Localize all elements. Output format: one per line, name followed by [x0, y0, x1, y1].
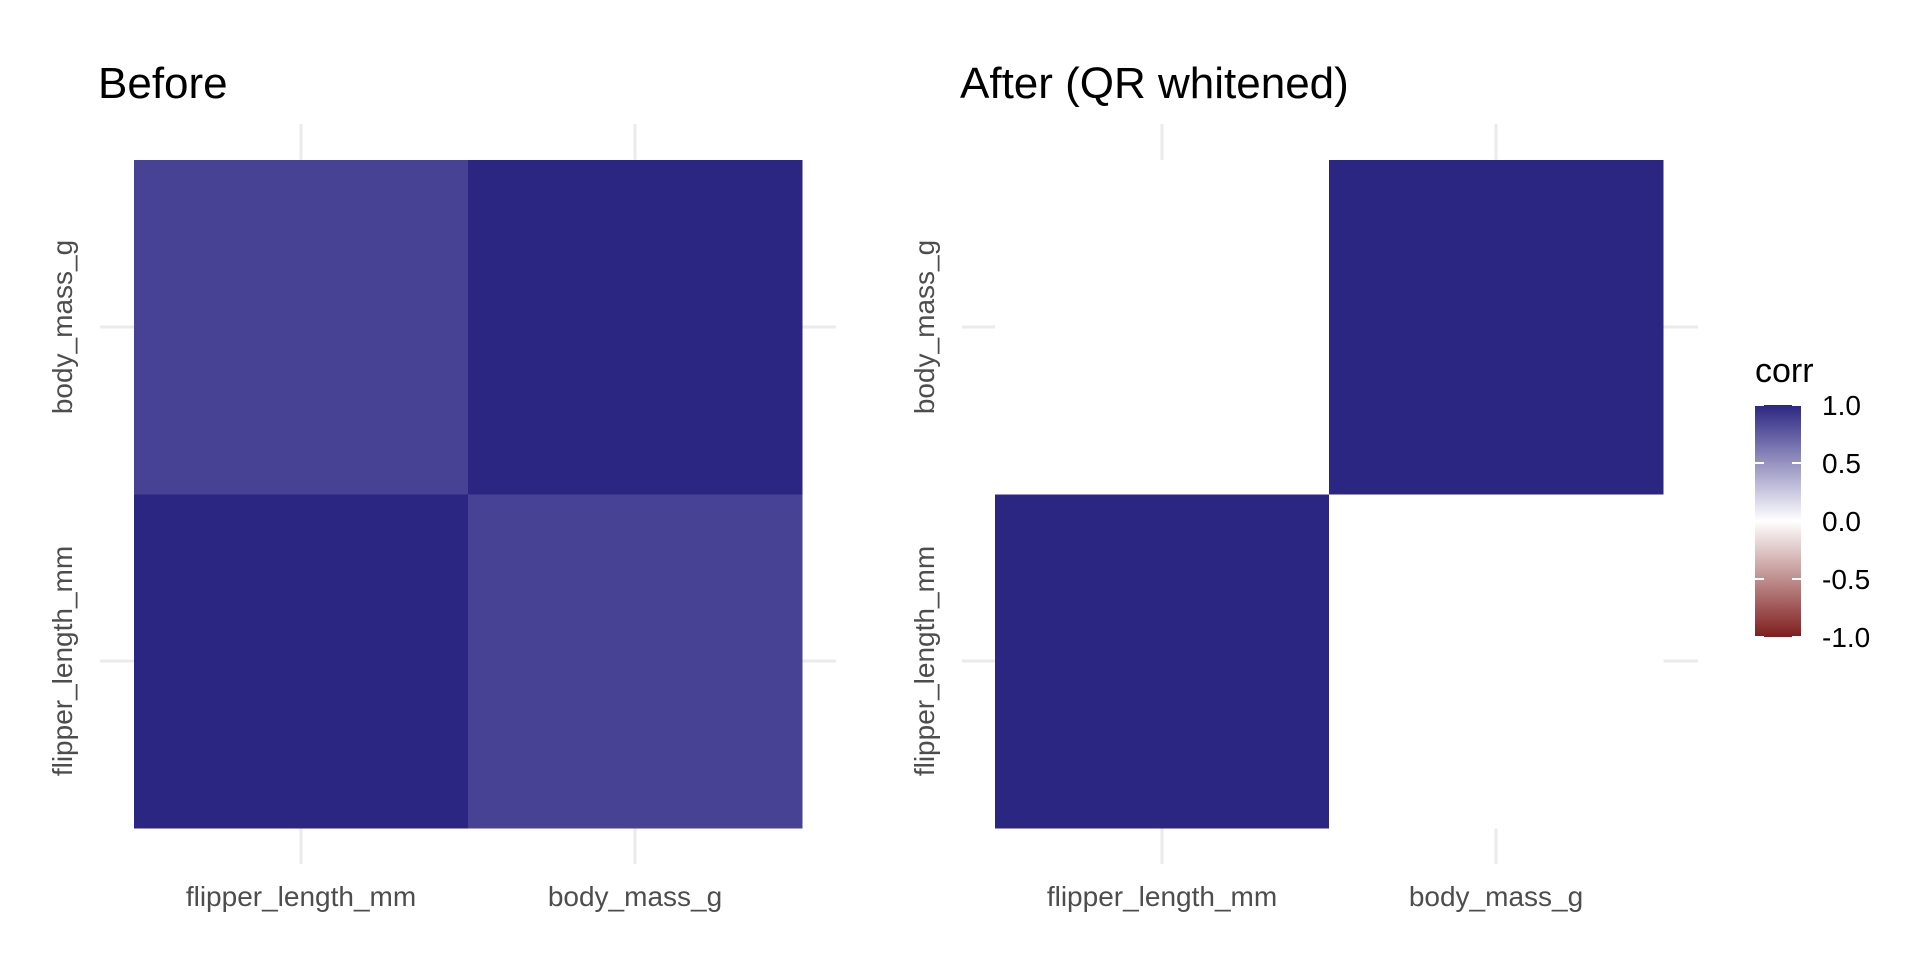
heatmap-cell — [134, 160, 469, 495]
heatmap-cell — [468, 494, 803, 829]
y-tick-label: body_mass_g — [47, 240, 78, 414]
y-tick-label: body_mass_g — [909, 240, 940, 414]
y-tick-label: flipper_length_mm — [47, 546, 78, 776]
heatmap-cell — [1329, 494, 1664, 829]
x-tick-label: flipper_length_mm — [186, 881, 416, 912]
legend-tick-label: 0.0 — [1822, 506, 1861, 537]
legend-tick-label: -1.0 — [1822, 622, 1870, 653]
legend-tick-label: 0.5 — [1822, 448, 1861, 479]
x-tick-label: body_mass_g — [1409, 881, 1583, 912]
heatmap-cell — [468, 160, 803, 495]
x-tick-label: body_mass_g — [548, 881, 722, 912]
legend-tick-label: 1.0 — [1822, 390, 1861, 421]
panel-title: After (QR whitened) — [960, 59, 1349, 108]
y-tick-label: flipper_length_mm — [909, 546, 940, 776]
x-tick-label: flipper_length_mm — [1047, 881, 1277, 912]
heatmap-cell — [1329, 160, 1664, 495]
legend-tick-label: -0.5 — [1822, 564, 1870, 595]
heatmap-cell — [995, 160, 1330, 495]
panel-title: Before — [98, 59, 228, 108]
heatmap-cell — [995, 494, 1330, 829]
legend-title: corr — [1755, 352, 1814, 390]
heatmap-cell — [134, 494, 469, 829]
